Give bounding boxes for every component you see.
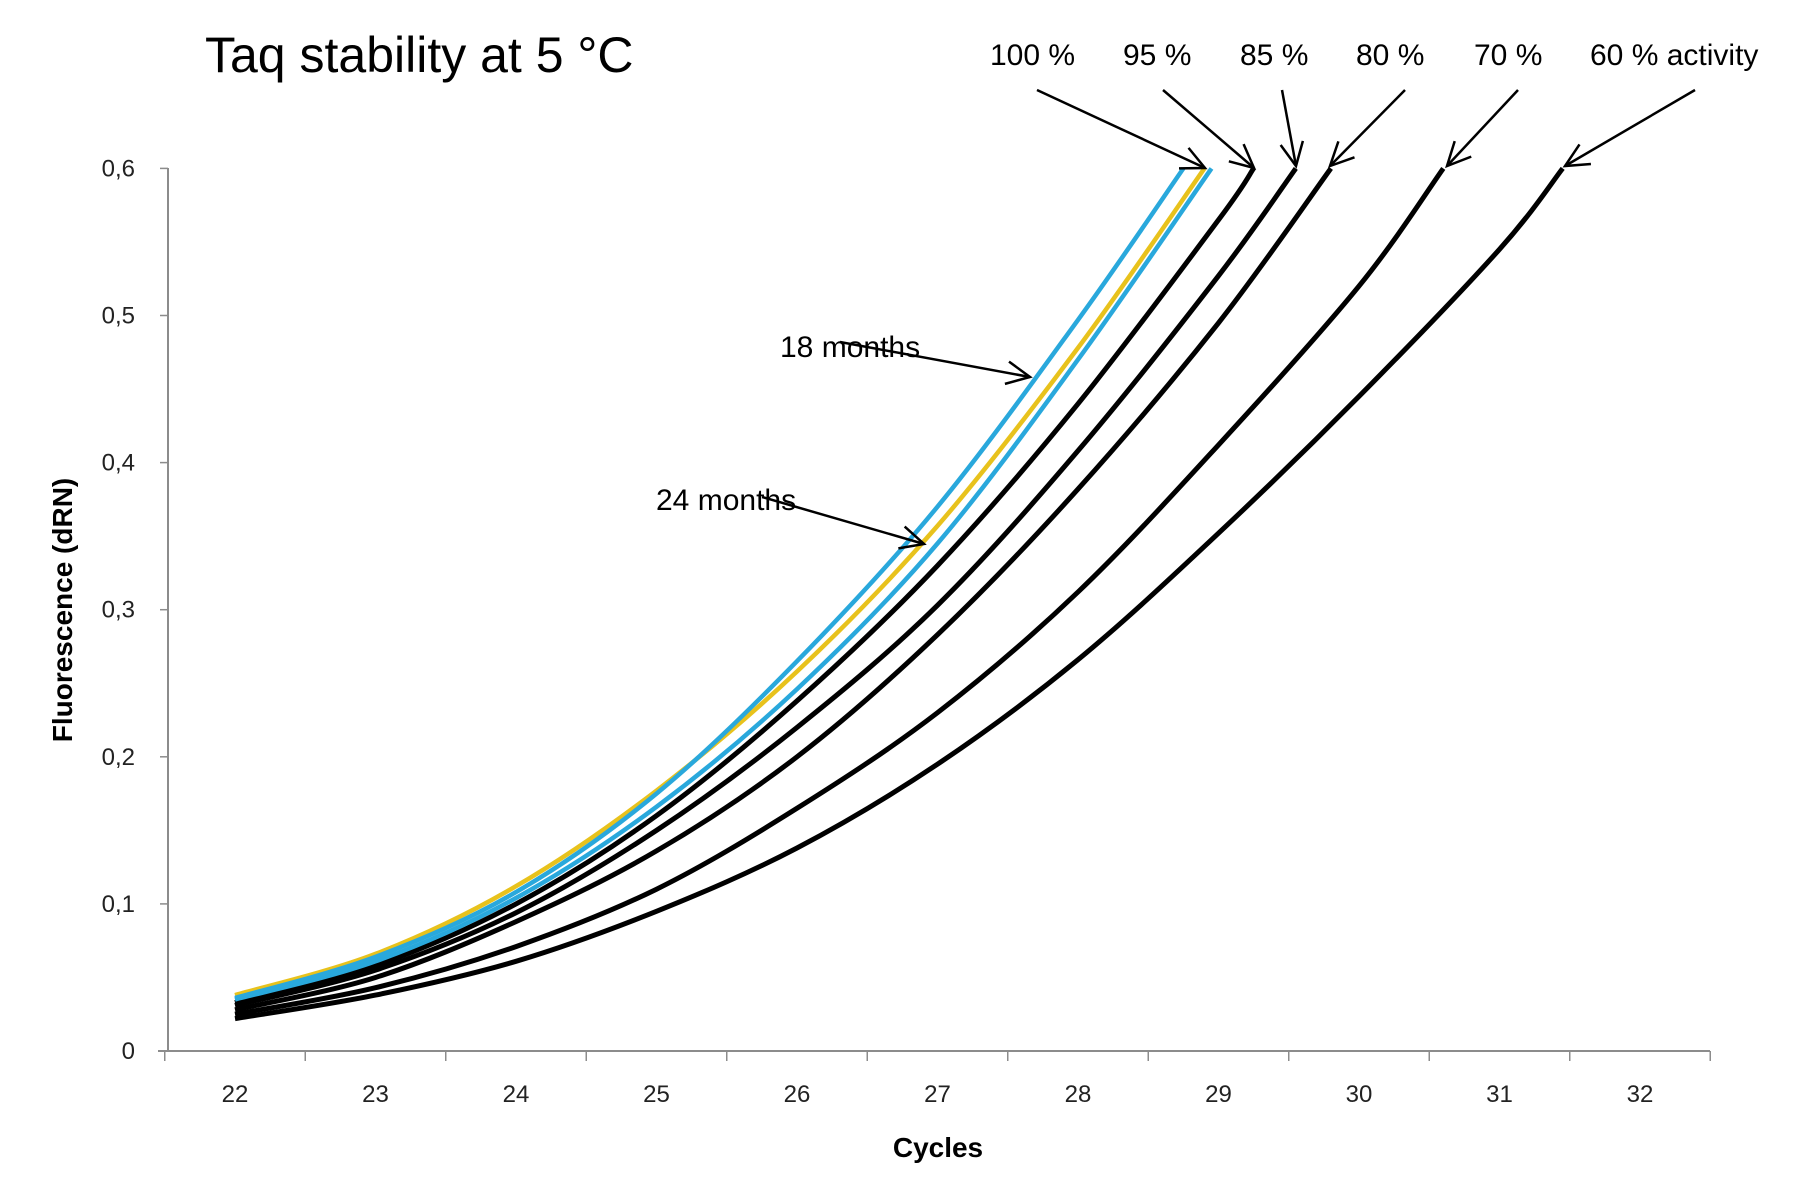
y-tick-label: 0,6 bbox=[102, 155, 135, 182]
y-tick-label: 0,1 bbox=[102, 891, 135, 918]
annotation-arrow-100 bbox=[1036, 88, 1206, 170]
series-line-60-activity bbox=[234, 166, 1565, 1022]
annotation-label-80: 80 % bbox=[1356, 39, 1424, 72]
arrowhead-icon bbox=[1178, 147, 1208, 170]
annotation-label-60-activity: 60 % activity bbox=[1590, 39, 1758, 72]
y-tick-label: 0,2 bbox=[102, 744, 135, 771]
annotation-arrow-70 bbox=[1446, 89, 1519, 167]
arrowhead-icon bbox=[1562, 143, 1592, 168]
x-tick-label: 23 bbox=[362, 1081, 389, 1108]
x-tick-label: 27 bbox=[924, 1081, 951, 1108]
arrowhead-icon bbox=[1445, 140, 1472, 169]
annotation-label-85: 85 % bbox=[1240, 39, 1308, 72]
x-tick-label: 32 bbox=[1627, 1081, 1654, 1108]
x-tick-label: 31 bbox=[1486, 1081, 1513, 1108]
series-line-70 bbox=[234, 166, 1446, 1017]
annotation-arrow-60-activity bbox=[1564, 88, 1696, 168]
annotation-label-95: 95 % bbox=[1123, 39, 1191, 72]
annotation-layer: 100 % 95 % 85 % 80 % 70 % 60 % activity 18 mon… bbox=[656, 39, 1758, 550]
x-tick-label: 25 bbox=[643, 1081, 670, 1108]
series-layer bbox=[234, 166, 1565, 1022]
arrowhead-icon bbox=[1279, 140, 1305, 169]
arrowhead-icon bbox=[898, 525, 927, 550]
y-axis-title: Fluorescence (dRN) bbox=[47, 478, 78, 743]
series-line-95 bbox=[234, 167, 1256, 1005]
x-axis-title: Cycles bbox=[893, 1132, 983, 1163]
x-tick-label: 28 bbox=[1065, 1081, 1092, 1108]
y-ticks: 0 0,1 0,2 0,3 0,4 0,5 0,6 bbox=[102, 155, 168, 1065]
annotation-label-100: 100 % bbox=[990, 39, 1075, 72]
series-line-24-months bbox=[234, 167, 1214, 1002]
annotation-arrow-18-months bbox=[839, 340, 1031, 379]
series-line-85 bbox=[234, 166, 1298, 1008]
x-tick-label: 30 bbox=[1346, 1081, 1373, 1108]
annotation-label-18-months: 18 months bbox=[780, 331, 920, 364]
arrowhead-icon bbox=[1228, 143, 1257, 170]
x-tick-label: 29 bbox=[1205, 1081, 1232, 1108]
annotation-label-70: 70 % bbox=[1474, 39, 1542, 72]
y-tick-label: 0 bbox=[122, 1038, 135, 1065]
x-tick-label: 22 bbox=[222, 1081, 249, 1108]
y-tick-label: 0,4 bbox=[102, 450, 135, 477]
x-ticks: 22 23 24 25 26 27 28 29 30 31 32 bbox=[164, 1051, 1711, 1108]
annotation-arrow-24-months bbox=[761, 495, 925, 546]
y-tick-label: 0,5 bbox=[102, 303, 135, 330]
x-tick-label: 24 bbox=[503, 1081, 530, 1108]
annotation-arrow-95 bbox=[1162, 89, 1255, 169]
annotation-arrow-85 bbox=[1280, 89, 1298, 167]
series-line-100 bbox=[234, 167, 1186, 1001]
series-line-18-months bbox=[234, 167, 1207, 998]
chart-title: Taq stability at 5 °C bbox=[205, 27, 634, 83]
annotation-arrow-80 bbox=[1329, 89, 1406, 167]
arrowhead-icon bbox=[1327, 140, 1355, 169]
y-tick-label: 0,3 bbox=[102, 597, 135, 624]
series-line-80 bbox=[234, 166, 1333, 1013]
arrowhead-icon bbox=[1004, 360, 1033, 386]
x-tick-label: 26 bbox=[784, 1081, 811, 1108]
